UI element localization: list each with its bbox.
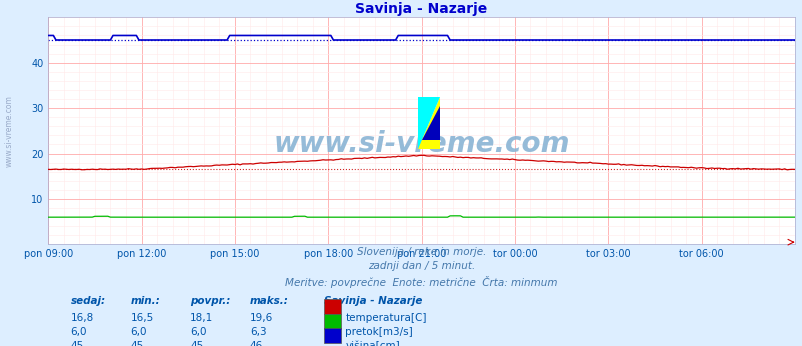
Bar: [324, 313, 341, 329]
Text: 18,1: 18,1: [190, 312, 213, 322]
Text: 45: 45: [190, 341, 203, 346]
Title: Savinja - Nazarje: Savinja - Nazarje: [355, 2, 487, 16]
Text: 16,5: 16,5: [130, 312, 153, 322]
Text: zadnji dan / 5 minut.: zadnji dan / 5 minut.: [367, 262, 475, 272]
Text: višina[cm]: višina[cm]: [345, 341, 399, 346]
Polygon shape: [417, 97, 439, 149]
Text: maks.:: maks.:: [249, 297, 289, 307]
Text: Slovenija / reke in morje.: Slovenija / reke in morje.: [356, 247, 486, 257]
Polygon shape: [417, 97, 439, 149]
Text: www.si-vreme.com: www.si-vreme.com: [5, 95, 14, 167]
Bar: [324, 328, 341, 343]
Text: povpr.:: povpr.:: [190, 297, 230, 307]
Text: 6,0: 6,0: [130, 327, 147, 337]
Text: 19,6: 19,6: [249, 312, 273, 322]
Text: min.:: min.:: [130, 297, 160, 307]
Text: 6,0: 6,0: [190, 327, 206, 337]
Text: 45: 45: [130, 341, 144, 346]
Text: Meritve: povprečne  Enote: metrične  Črta: minmum: Meritve: povprečne Enote: metrične Črta:…: [285, 276, 557, 288]
Text: 6,0: 6,0: [71, 327, 87, 337]
Bar: [324, 299, 341, 315]
Text: sedaj:: sedaj:: [71, 297, 106, 307]
Polygon shape: [421, 106, 439, 140]
Text: Savinja - Nazarje: Savinja - Nazarje: [324, 297, 423, 307]
Text: 46: 46: [249, 341, 263, 346]
Text: 16,8: 16,8: [71, 312, 94, 322]
Text: 45: 45: [71, 341, 83, 346]
Text: pretok[m3/s]: pretok[m3/s]: [345, 327, 413, 337]
Text: www.si-vreme.com: www.si-vreme.com: [273, 130, 569, 158]
Text: 6,3: 6,3: [249, 327, 266, 337]
Text: temperatura[C]: temperatura[C]: [345, 312, 427, 322]
